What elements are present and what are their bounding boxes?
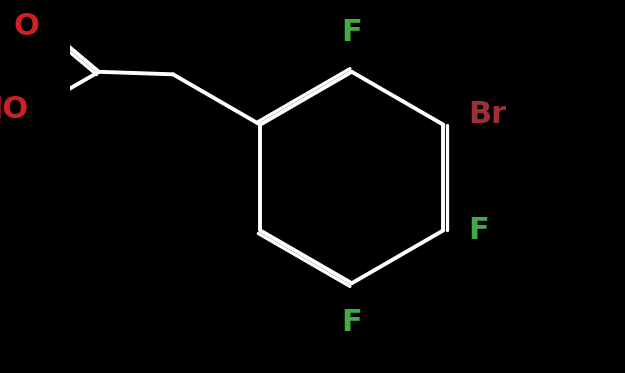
Text: HO: HO — [0, 95, 29, 124]
Text: Br: Br — [469, 100, 507, 129]
Text: F: F — [469, 216, 489, 245]
Text: F: F — [341, 308, 362, 338]
Text: F: F — [341, 18, 362, 47]
Text: O: O — [14, 12, 40, 41]
